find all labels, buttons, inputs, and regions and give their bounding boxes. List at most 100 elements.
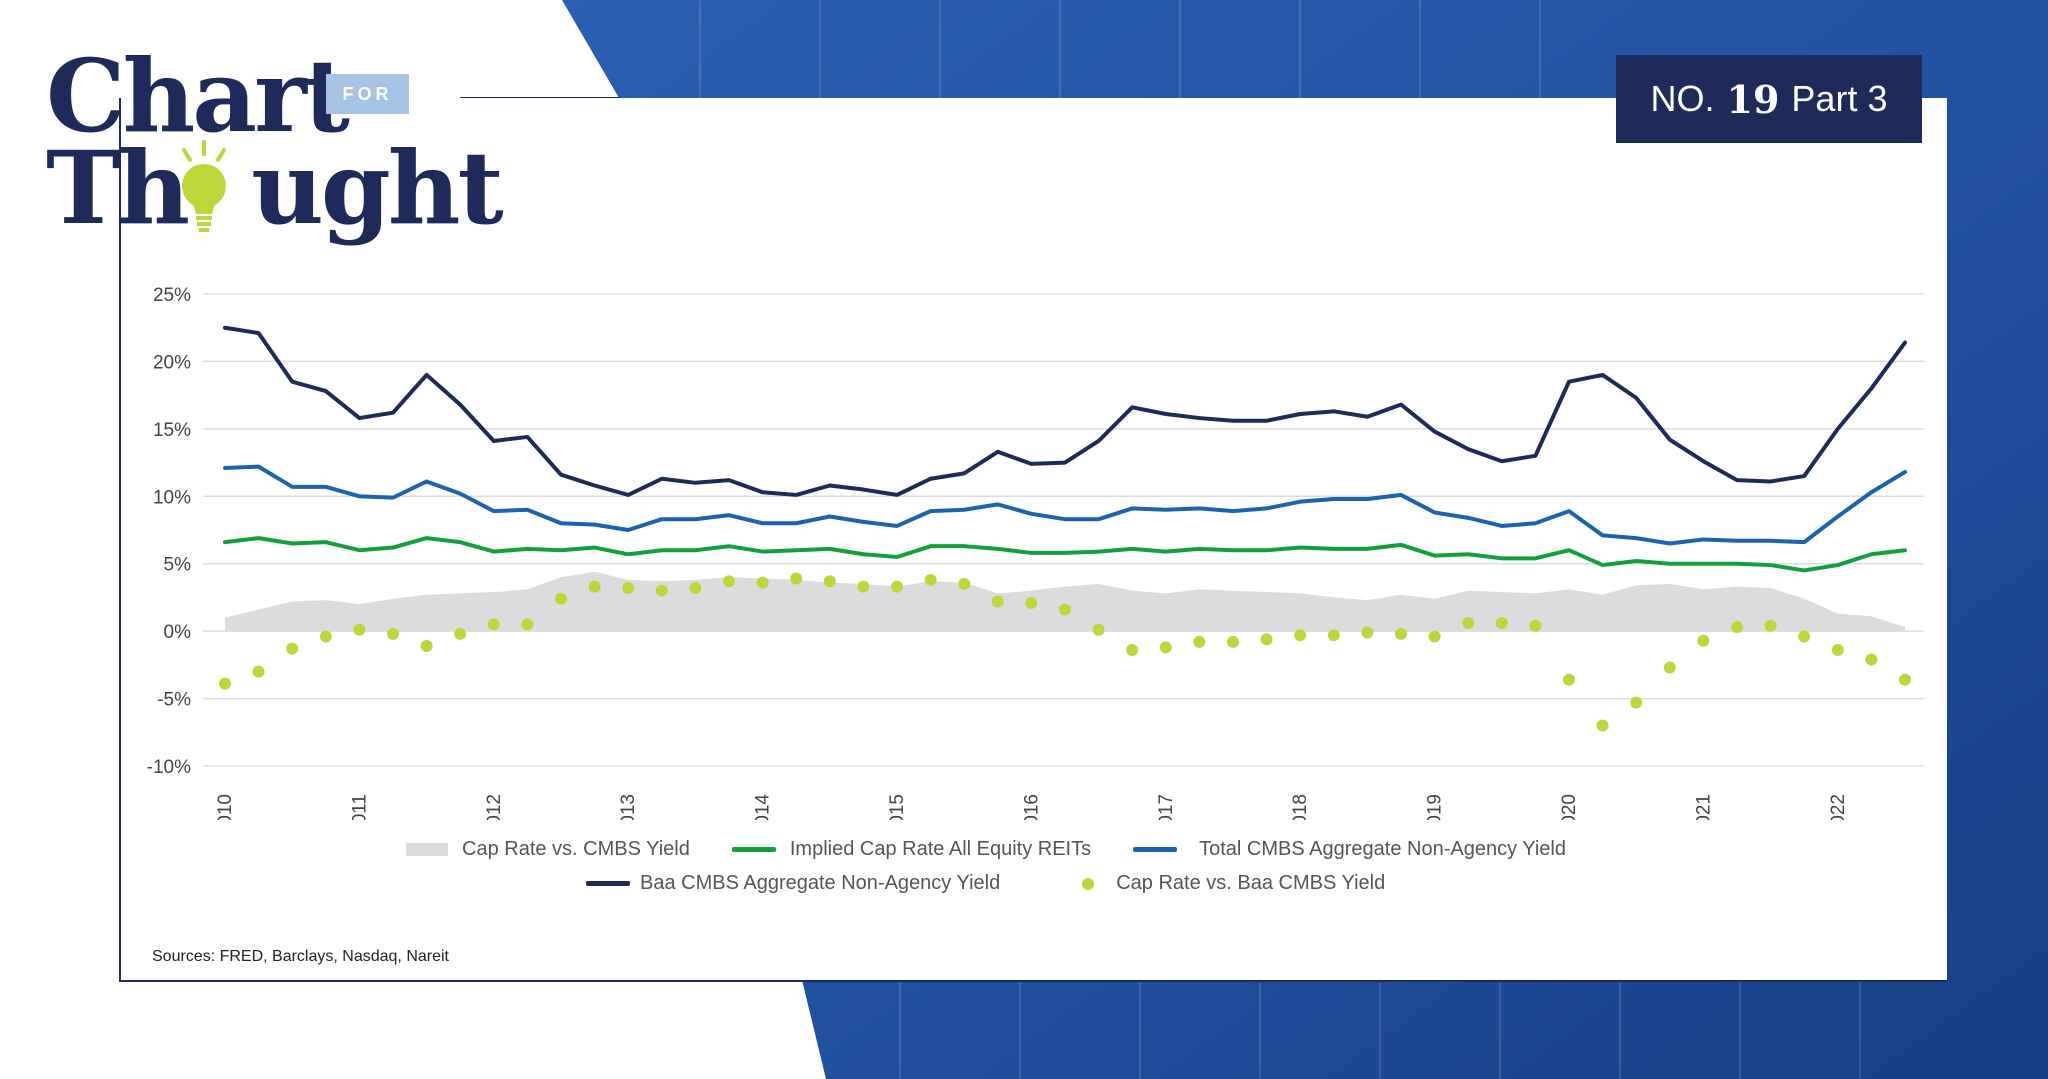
scatter-point xyxy=(1563,673,1575,686)
logo-word-thought-start: Th xyxy=(46,129,190,247)
legend-label: Baa CMBS Aggregate Non-Agency Yield xyxy=(640,872,1001,894)
scatter-point xyxy=(319,630,332,643)
legend-item-blue: Total CMBS Aggregate Non-Agency Yield xyxy=(1133,838,1566,861)
scatter-point xyxy=(723,575,735,588)
y-tick-label: -5% xyxy=(157,690,191,711)
y-tick-label: 5% xyxy=(164,555,192,576)
legend-item-navy: Baa CMBS Aggregate Non-Agency Yield xyxy=(586,872,1000,895)
legend-swatch-area xyxy=(406,843,448,856)
chart: 25% 20% 15% 10% 5% 0% -5% -10% 2010 2011 2012 2013 2… xyxy=(147,285,1924,820)
x-tick-label: 2020 xyxy=(1559,794,1580,820)
scatter-point xyxy=(1596,719,1609,732)
y-tick-label: 20% xyxy=(153,352,191,373)
x-tick-label: 2021 xyxy=(1693,794,1714,820)
scatter-point xyxy=(1395,627,1407,640)
legend-item-area: Cap Rate vs. CMBS Yield xyxy=(406,838,690,861)
legend-label: Cap Rate vs. CMBS Yield xyxy=(462,838,690,860)
legend-label: Total CMBS Aggregate Non-Agency Yield xyxy=(1199,838,1566,860)
x-tick-label: 2018 xyxy=(1290,794,1311,820)
x-tick-label: 2013 xyxy=(618,794,639,820)
legend-item-green: Implied Cap Rate All Equity REITs xyxy=(731,838,1092,861)
scatter-point xyxy=(1798,630,1811,643)
scatter-point xyxy=(252,665,265,678)
y-tick-label: 15% xyxy=(153,420,191,441)
x-tick-label: 2010 xyxy=(215,794,236,820)
scatter-point xyxy=(1025,596,1038,609)
y-tick-label: -10% xyxy=(147,757,191,778)
scatter-point xyxy=(790,572,803,585)
series-area-cap-rate-vs-cmbs xyxy=(225,571,1905,632)
scatter-point xyxy=(924,573,937,586)
scatter-point xyxy=(1697,634,1710,647)
scatter-point xyxy=(891,580,903,593)
scatter-point xyxy=(1865,653,1878,666)
scatter-point xyxy=(1495,617,1508,630)
legend-label: Implied Cap Rate All Equity REITs xyxy=(789,838,1092,860)
scatter-point xyxy=(1294,629,1307,642)
x-tick-label: 2011 xyxy=(349,794,370,820)
scatter-point xyxy=(689,581,702,594)
scatter-point xyxy=(1227,635,1239,648)
x-tick-label: 2016 xyxy=(1021,794,1042,820)
y-tick-label: 10% xyxy=(153,487,191,508)
scatter-point xyxy=(1361,626,1374,639)
scatter-point xyxy=(387,627,399,640)
series-line-implied-cap-rate xyxy=(223,536,1907,573)
scatter-point xyxy=(353,623,366,636)
scatter-point xyxy=(1899,673,1911,686)
y-tick-label: 25% xyxy=(153,285,191,306)
scatter-point xyxy=(1159,641,1172,654)
scatter-point xyxy=(823,575,836,588)
logo-for-tag: FOR xyxy=(326,74,409,114)
scatter-point xyxy=(1731,621,1743,634)
scatter-point xyxy=(1327,629,1340,642)
scatter-point xyxy=(756,576,769,589)
legend-label: Cap Rate vs. Baa CMBS Yield xyxy=(1116,872,1386,894)
scatter-point xyxy=(857,580,870,593)
scatter-point xyxy=(454,627,467,640)
scatter-point xyxy=(991,595,1004,608)
scatter-point xyxy=(1529,619,1542,632)
scatter-point xyxy=(1630,696,1643,709)
scatter-point xyxy=(521,618,534,631)
scatter-point xyxy=(1462,617,1475,630)
scatter-point xyxy=(588,580,601,593)
x-tick-label: 2012 xyxy=(484,794,505,820)
scatter-point xyxy=(487,618,500,631)
scatter-point xyxy=(1193,635,1206,648)
legend-item-dots: Cap Rate vs. Baa CMBS Yield xyxy=(1072,872,1385,895)
x-tick-label: 2014 xyxy=(753,794,774,820)
x-tick-label: 2017 xyxy=(1156,794,1177,820)
scatter-point xyxy=(1764,619,1777,632)
scatter-point xyxy=(622,581,635,594)
series-line-total-cmbs xyxy=(223,464,1907,546)
logo-word-chart: Chart xyxy=(46,37,350,155)
scatter-point xyxy=(1663,661,1676,674)
scatter-point xyxy=(1428,630,1441,643)
scatter-point xyxy=(219,677,231,690)
y-tick-label: 0% xyxy=(164,622,192,643)
legend-swatch-navy xyxy=(586,881,630,886)
lightbulb-icon xyxy=(182,140,226,232)
logo-word-thought-end: ught xyxy=(251,129,504,247)
issue-prefix: NO. xyxy=(1650,78,1715,119)
scatter-point xyxy=(958,577,971,590)
scatter-point xyxy=(1260,633,1273,646)
issue-number: 19 xyxy=(1726,76,1780,122)
scatter-point xyxy=(1126,644,1139,657)
x-tick-label: 2015 xyxy=(887,794,908,820)
scatter-point xyxy=(1092,623,1105,636)
legend-swatch-green xyxy=(731,847,776,852)
series-line-baa-cmbs xyxy=(223,325,1907,497)
logo-word-thought: Th ught xyxy=(46,138,504,238)
scatter-point xyxy=(655,584,668,597)
legend-swatch-blue xyxy=(1133,847,1178,852)
scatter-point xyxy=(420,639,433,652)
scatter-point xyxy=(286,642,299,655)
legend-swatch-dot xyxy=(1082,877,1095,890)
scatter-point xyxy=(1831,644,1844,657)
scatter-point xyxy=(1059,603,1071,616)
issue-part: Part 3 xyxy=(1791,78,1888,119)
x-tick-label: 2022 xyxy=(1828,794,1849,820)
scatter-point xyxy=(555,592,567,605)
